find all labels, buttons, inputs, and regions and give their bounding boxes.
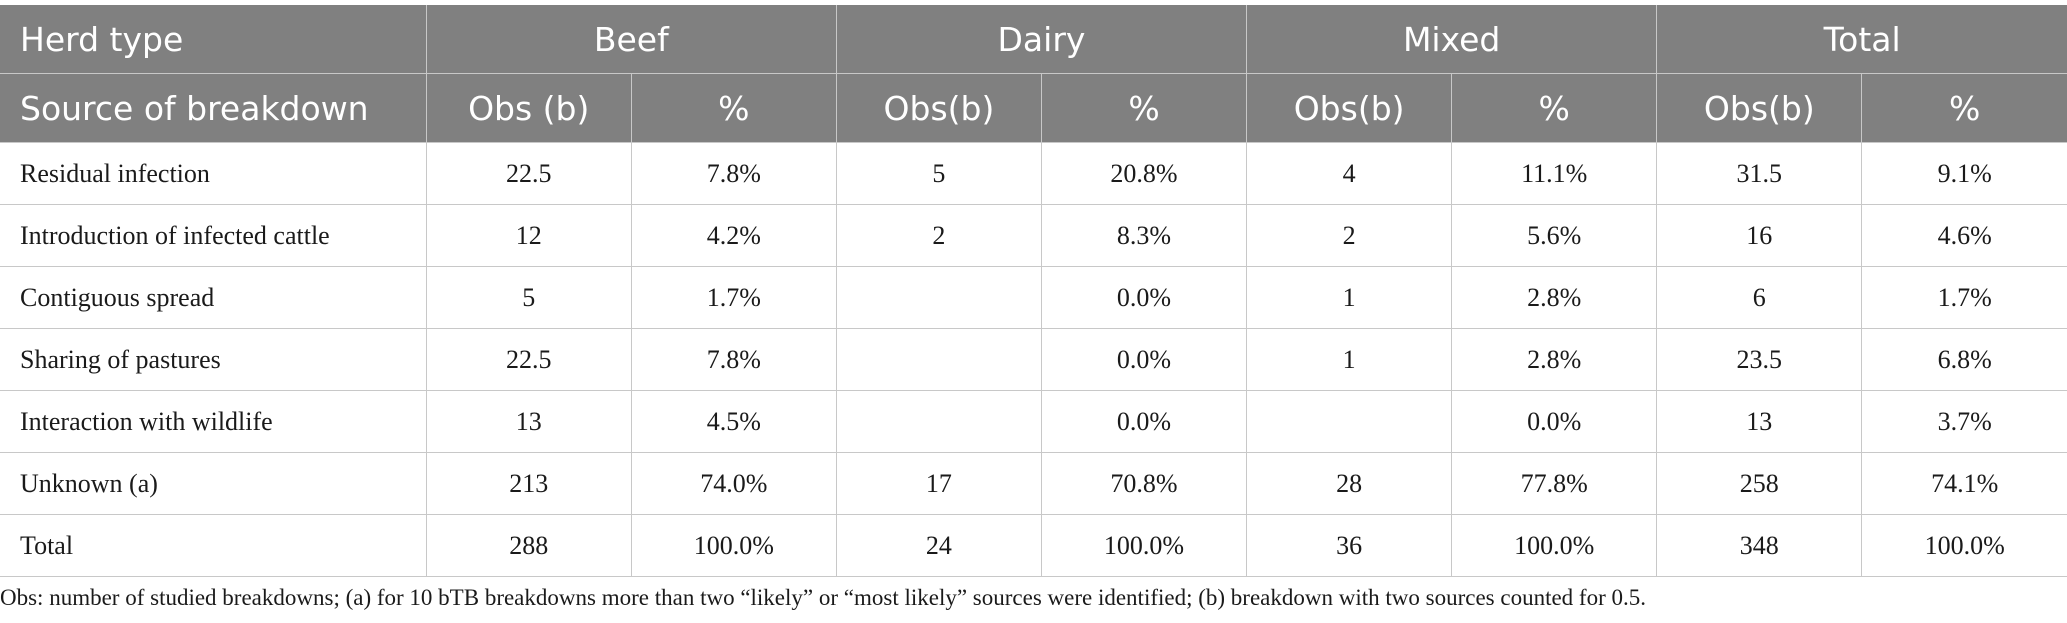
table-cell: 74.1% xyxy=(1861,452,2067,515)
table-cell: 36 xyxy=(1246,514,1453,577)
table-cell: 17 xyxy=(836,452,1042,515)
group-header-dairy: Dairy xyxy=(836,5,1248,74)
table-cell: 100.0% xyxy=(631,514,837,577)
subcol-header: Obs(b) xyxy=(836,73,1042,143)
table-row-total: Total 288 100.0% 24 100.0% 36 100.0% 348… xyxy=(0,514,2067,577)
table-row: Interaction with wildlife 13 4.5% 0.0% 0… xyxy=(0,390,2067,453)
row-label: Residual infection xyxy=(0,142,427,205)
table-row: Unknown (a) 213 74.0% 17 70.8% 28 77.8% … xyxy=(0,452,2067,515)
subcol-header: % xyxy=(631,73,837,143)
row-label: Total xyxy=(0,514,427,577)
table-cell xyxy=(1246,390,1453,453)
table-cell: 24 xyxy=(836,514,1042,577)
row-label: Contiguous spread xyxy=(0,266,427,329)
table-cell: 16 xyxy=(1656,204,1863,267)
table-cell: 8.3% xyxy=(1041,204,1248,267)
table-cell: 5 xyxy=(836,142,1042,205)
table-cell: 70.8% xyxy=(1041,452,1248,515)
table-cell: 100.0% xyxy=(1041,514,1248,577)
table-cell: 0.0% xyxy=(1041,390,1248,453)
row-label: Sharing of pastures xyxy=(0,328,427,391)
table-cell: 20.8% xyxy=(1041,142,1248,205)
table-cell: 348 xyxy=(1656,514,1863,577)
table-cell: 0.0% xyxy=(1451,390,1658,453)
table-footnote: Obs: number of studied breakdowns; (a) f… xyxy=(0,585,1646,610)
table-cell: 100.0% xyxy=(1451,514,1658,577)
table-cell: 22.5 xyxy=(426,142,632,205)
table-cell: 74.0% xyxy=(631,452,837,515)
table-cell xyxy=(836,328,1042,391)
table-row: Introduction of infected cattle 12 4.2% … xyxy=(0,204,2067,267)
table-cell: 6 xyxy=(1656,266,1863,329)
table-cell: 31.5 xyxy=(1656,142,1863,205)
table-row: Contiguous spread 5 1.7% 0.0% 1 2.8% 6 1… xyxy=(0,266,2067,329)
table-cell: 4.2% xyxy=(631,204,837,267)
table-cell xyxy=(836,266,1042,329)
table-cell: 0.0% xyxy=(1041,266,1248,329)
table-cell: 2 xyxy=(836,204,1042,267)
table-cell: 7.8% xyxy=(631,328,837,391)
herd-type-header: Herd type xyxy=(0,5,427,74)
table-cell xyxy=(836,390,1042,453)
breakdown-source-table-container: Herd type Beef Dairy Mixed Total Source … xyxy=(0,5,2067,577)
subcol-header: % xyxy=(1041,73,1248,143)
subcol-header: Obs(b) xyxy=(1246,73,1453,143)
row-label: Unknown (a) xyxy=(0,452,427,515)
header-row-herd-type: Herd type Beef Dairy Mixed Total xyxy=(0,5,2067,74)
table-cell: 7.8% xyxy=(631,142,837,205)
table-cell: 1.7% xyxy=(1861,266,2067,329)
table-cell: 1 xyxy=(1246,328,1453,391)
breakdown-source-table: Herd type Beef Dairy Mixed Total Source … xyxy=(0,5,2067,577)
table-cell: 4.5% xyxy=(631,390,837,453)
table-cell: 0.0% xyxy=(1041,328,1248,391)
table-cell: 28 xyxy=(1246,452,1453,515)
row-label: Introduction of infected cattle xyxy=(0,204,427,267)
table-cell: 1.7% xyxy=(631,266,837,329)
table-cell: 4 xyxy=(1246,142,1453,205)
table-cell: 5.6% xyxy=(1451,204,1658,267)
table-cell: 213 xyxy=(426,452,632,515)
source-of-breakdown-header: Source of breakdown xyxy=(0,73,427,143)
table-row: Residual infection 22.5 7.8% 5 20.8% 4 1… xyxy=(0,142,2067,205)
table-cell: 13 xyxy=(1656,390,1863,453)
group-header-beef: Beef xyxy=(426,5,837,74)
table-cell: 258 xyxy=(1656,452,1863,515)
group-header-total: Total xyxy=(1656,5,2067,74)
table-cell: 100.0% xyxy=(1861,514,2067,577)
table-cell: 2 xyxy=(1246,204,1453,267)
table-cell: 23.5 xyxy=(1656,328,1863,391)
table-cell: 22.5 xyxy=(426,328,632,391)
header-row-subcolumns: Source of breakdown Obs (b) % Obs(b) % O… xyxy=(0,73,2067,143)
row-label: Interaction with wildlife xyxy=(0,390,427,453)
subcol-header: % xyxy=(1861,73,2067,143)
group-header-mixed: Mixed xyxy=(1246,5,1658,74)
table-cell: 13 xyxy=(426,390,632,453)
table-cell: 288 xyxy=(426,514,632,577)
table-row: Sharing of pastures 22.5 7.8% 0.0% 1 2.8… xyxy=(0,328,2067,391)
table-cell: 4.6% xyxy=(1861,204,2067,267)
table-cell: 77.8% xyxy=(1451,452,1658,515)
table-cell: 1 xyxy=(1246,266,1453,329)
table-cell: 3.7% xyxy=(1861,390,2067,453)
table-cell: 6.8% xyxy=(1861,328,2067,391)
table-cell: 5 xyxy=(426,266,632,329)
subcol-header: Obs (b) xyxy=(426,73,632,143)
subcol-header: % xyxy=(1451,73,1658,143)
table-cell: 2.8% xyxy=(1451,328,1658,391)
table-cell: 12 xyxy=(426,204,632,267)
table-cell: 11.1% xyxy=(1451,142,1658,205)
table-cell: 2.8% xyxy=(1451,266,1658,329)
table-cell: 9.1% xyxy=(1861,142,2067,205)
subcol-header: Obs(b) xyxy=(1656,73,1863,143)
